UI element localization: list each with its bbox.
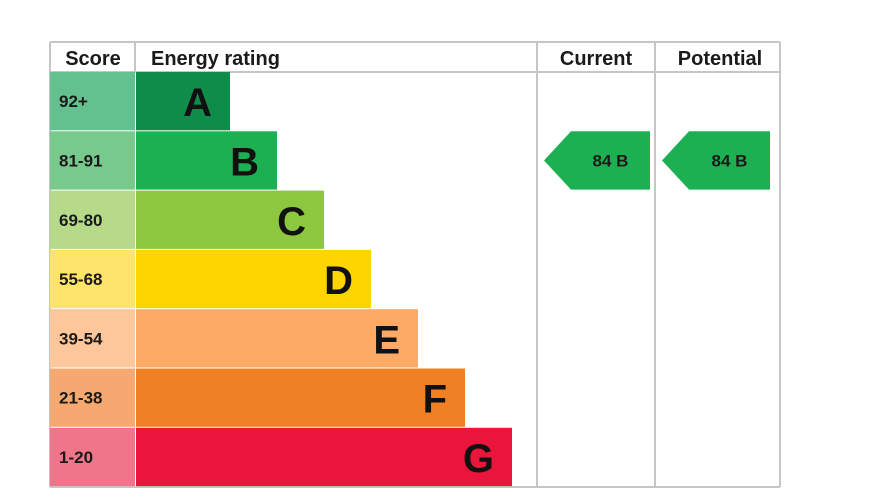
rating-bar-a <box>136 72 230 131</box>
header-row: Score Energy rating Current Potential <box>65 48 762 70</box>
rating-bands: 92+ A 81-91 B 69-80 C 55-68 D 39-54 E 21-38 F 1-20 G <box>50 72 512 487</box>
rating-letter-c: C <box>277 200 306 244</box>
score-cell-d <box>50 249 135 309</box>
rating-arrows: 84 B 84 B <box>544 131 770 190</box>
score-label-b: 81-91 <box>59 151 102 170</box>
header-energy-rating: Energy rating <box>151 48 280 70</box>
rating-letter-b: B <box>230 140 259 184</box>
rating-letter-d: D <box>324 259 353 303</box>
rating-letter-f: F <box>423 378 447 422</box>
rating-bar-b <box>136 131 277 190</box>
potential-rating-label: 84 B <box>712 151 748 170</box>
score-cell-e <box>50 309 135 368</box>
score-cell-g <box>50 427 135 487</box>
rating-bar-c <box>136 190 324 249</box>
rating-bar-f <box>136 368 465 427</box>
score-label-d: 55-68 <box>59 270 102 289</box>
score-cell-a <box>50 72 135 131</box>
rating-bar-e <box>136 309 418 368</box>
rating-letter-g: G <box>463 437 494 481</box>
rating-letter-e: E <box>373 318 400 362</box>
current-arrow <box>544 131 650 190</box>
header-potential: Potential <box>678 48 762 70</box>
score-label-a: 92+ <box>59 92 88 111</box>
score-cell-c <box>50 190 135 249</box>
current-rating-label: 84 B <box>593 151 629 170</box>
header-score: Score <box>65 48 121 70</box>
rating-letter-a: A <box>183 81 212 125</box>
rating-bar-g <box>136 427 512 487</box>
score-label-e: 39-54 <box>59 329 103 348</box>
score-label-c: 69-80 <box>59 211 102 230</box>
score-label-f: 21-38 <box>59 389 102 408</box>
rating-bar-d <box>136 249 371 309</box>
score-cell-b <box>50 131 135 190</box>
header-current: Current <box>560 48 633 70</box>
score-cell-f <box>50 368 135 427</box>
potential-arrow <box>662 131 770 190</box>
score-label-g: 1-20 <box>59 448 93 467</box>
